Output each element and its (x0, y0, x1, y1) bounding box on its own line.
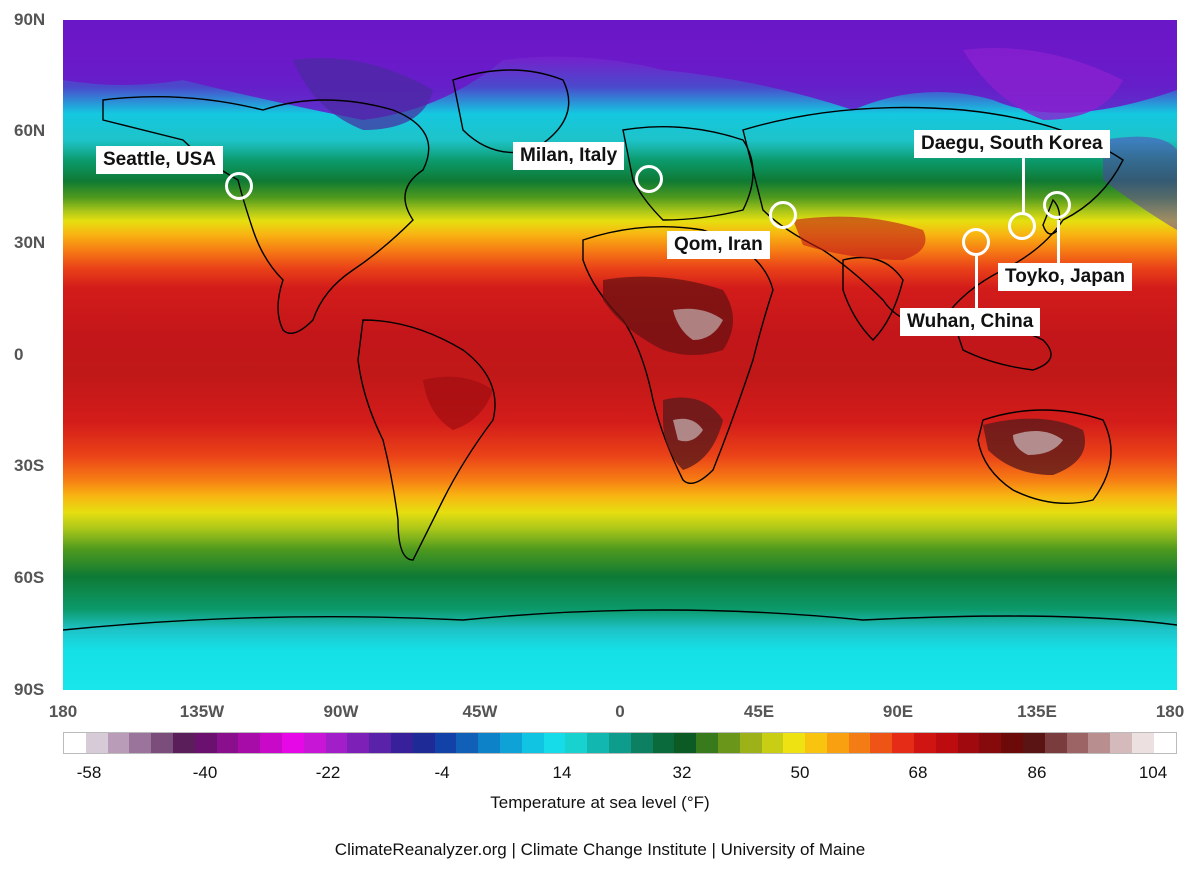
scale-swatch (805, 732, 827, 754)
temperature-map (63, 20, 1177, 690)
scale-swatch (848, 732, 871, 754)
scale-swatch (674, 732, 697, 754)
scale-swatch (1132, 732, 1154, 754)
city-label-milan: Milan, Italy (513, 142, 625, 170)
lon-tick: 135W (179, 702, 225, 721)
scale-swatch (935, 732, 958, 754)
lat-tick: 90S (14, 680, 45, 699)
scale-label: -4 (434, 763, 450, 782)
scale-swatch (696, 732, 718, 754)
scale-swatch (1088, 732, 1111, 754)
scale-label: 68 (908, 763, 928, 782)
circle-marker-icon[interactable] (1008, 212, 1036, 240)
scale-swatch (957, 732, 980, 754)
scale-label: -22 (315, 763, 341, 782)
lat-tick: 0 (14, 345, 24, 364)
scale-swatch (303, 732, 326, 754)
lon-tick: 180 (48, 702, 78, 721)
scale-swatch (630, 732, 653, 754)
scale-swatch (194, 732, 217, 754)
lon-tick: 180 (1155, 702, 1185, 721)
scale-swatch (1023, 732, 1045, 754)
scale-label: -40 (192, 763, 218, 782)
scale-swatch (456, 732, 479, 754)
scale-swatch (565, 732, 588, 754)
scale-swatch (1066, 732, 1089, 754)
legend-title: Temperature at sea level (°F) (490, 793, 710, 812)
scale-swatch (238, 732, 261, 754)
scale-swatch (826, 732, 849, 754)
city-label-qom: Qom, Iran (667, 231, 770, 259)
scale-label: 14 (552, 763, 572, 782)
scale-swatch (63, 732, 86, 754)
lon-tick: 45W (462, 702, 498, 721)
scale-swatch (216, 732, 239, 754)
scale-swatch (543, 732, 566, 754)
source-credit: ClimateReanalyzer.org | Climate Change I… (334, 840, 866, 859)
scale-swatch (914, 732, 936, 754)
scale-swatch (390, 732, 413, 754)
lat-tick: 30N (14, 233, 46, 252)
scale-swatch (325, 732, 348, 754)
city-label-tokyo: Toyko, Japan (998, 263, 1133, 291)
scale-label: 32 (672, 763, 692, 782)
city-label-wuhan: Wuhan, China (900, 308, 1041, 336)
scale-swatch (151, 732, 173, 754)
scale-swatch (412, 732, 435, 754)
lon-tick: 0 (615, 702, 625, 721)
scale-swatch (783, 732, 806, 754)
lon-tick: 90W (323, 702, 359, 721)
scale-swatch (521, 732, 544, 754)
circle-marker-icon[interactable] (962, 228, 990, 256)
scale-swatch (1001, 732, 1024, 754)
scale-swatch (1044, 732, 1067, 754)
scale-swatch (129, 732, 152, 754)
lat-tick: 90N (14, 10, 46, 29)
scale-swatch (347, 732, 370, 754)
scale-swatch (717, 732, 740, 754)
scale-swatch (1110, 732, 1133, 754)
scale-swatch (739, 732, 762, 754)
scale-swatch (260, 732, 282, 754)
lat-tick: 60N (14, 121, 46, 140)
leader-line (975, 255, 978, 310)
scale-swatch (107, 732, 130, 754)
leader-line (1022, 155, 1025, 215)
scale-swatch (892, 732, 915, 754)
scale-swatch (652, 732, 675, 754)
scale-swatch (870, 732, 893, 754)
scale-swatch (1153, 732, 1177, 754)
circle-marker-icon[interactable] (769, 201, 797, 229)
circle-marker-icon[interactable] (635, 165, 663, 193)
scale-swatch (587, 732, 609, 754)
circle-marker-icon[interactable] (1043, 191, 1071, 219)
scale-swatch (172, 732, 195, 754)
temperature-field (63, 20, 1177, 690)
scale-swatch (281, 732, 304, 754)
leader-line (1057, 220, 1060, 265)
scale-swatch (761, 732, 784, 754)
scale-swatch (979, 732, 1002, 754)
lat-tick: 60S (14, 568, 45, 587)
scale-label: 104 (1138, 763, 1168, 782)
scale-swatch (369, 732, 391, 754)
scale-label: 50 (790, 763, 810, 782)
scale-swatch (85, 732, 108, 754)
scale-label: -58 (76, 763, 102, 782)
lon-tick: 45E (743, 702, 775, 721)
scale-swatch (608, 732, 631, 754)
circle-marker-icon[interactable] (225, 172, 253, 200)
lon-tick: 90E (882, 702, 914, 721)
color-scale (63, 732, 1177, 754)
scale-swatch (434, 732, 457, 754)
city-label-daegu: Daegu, South Korea (914, 130, 1110, 158)
lon-tick: 135E (1017, 702, 1057, 721)
city-label-seattle: Seattle, USA (96, 146, 223, 174)
scale-swatch (478, 732, 500, 754)
lat-tick: 30S (14, 456, 45, 475)
scale-swatch (499, 732, 522, 754)
scale-label: 86 (1027, 763, 1047, 782)
